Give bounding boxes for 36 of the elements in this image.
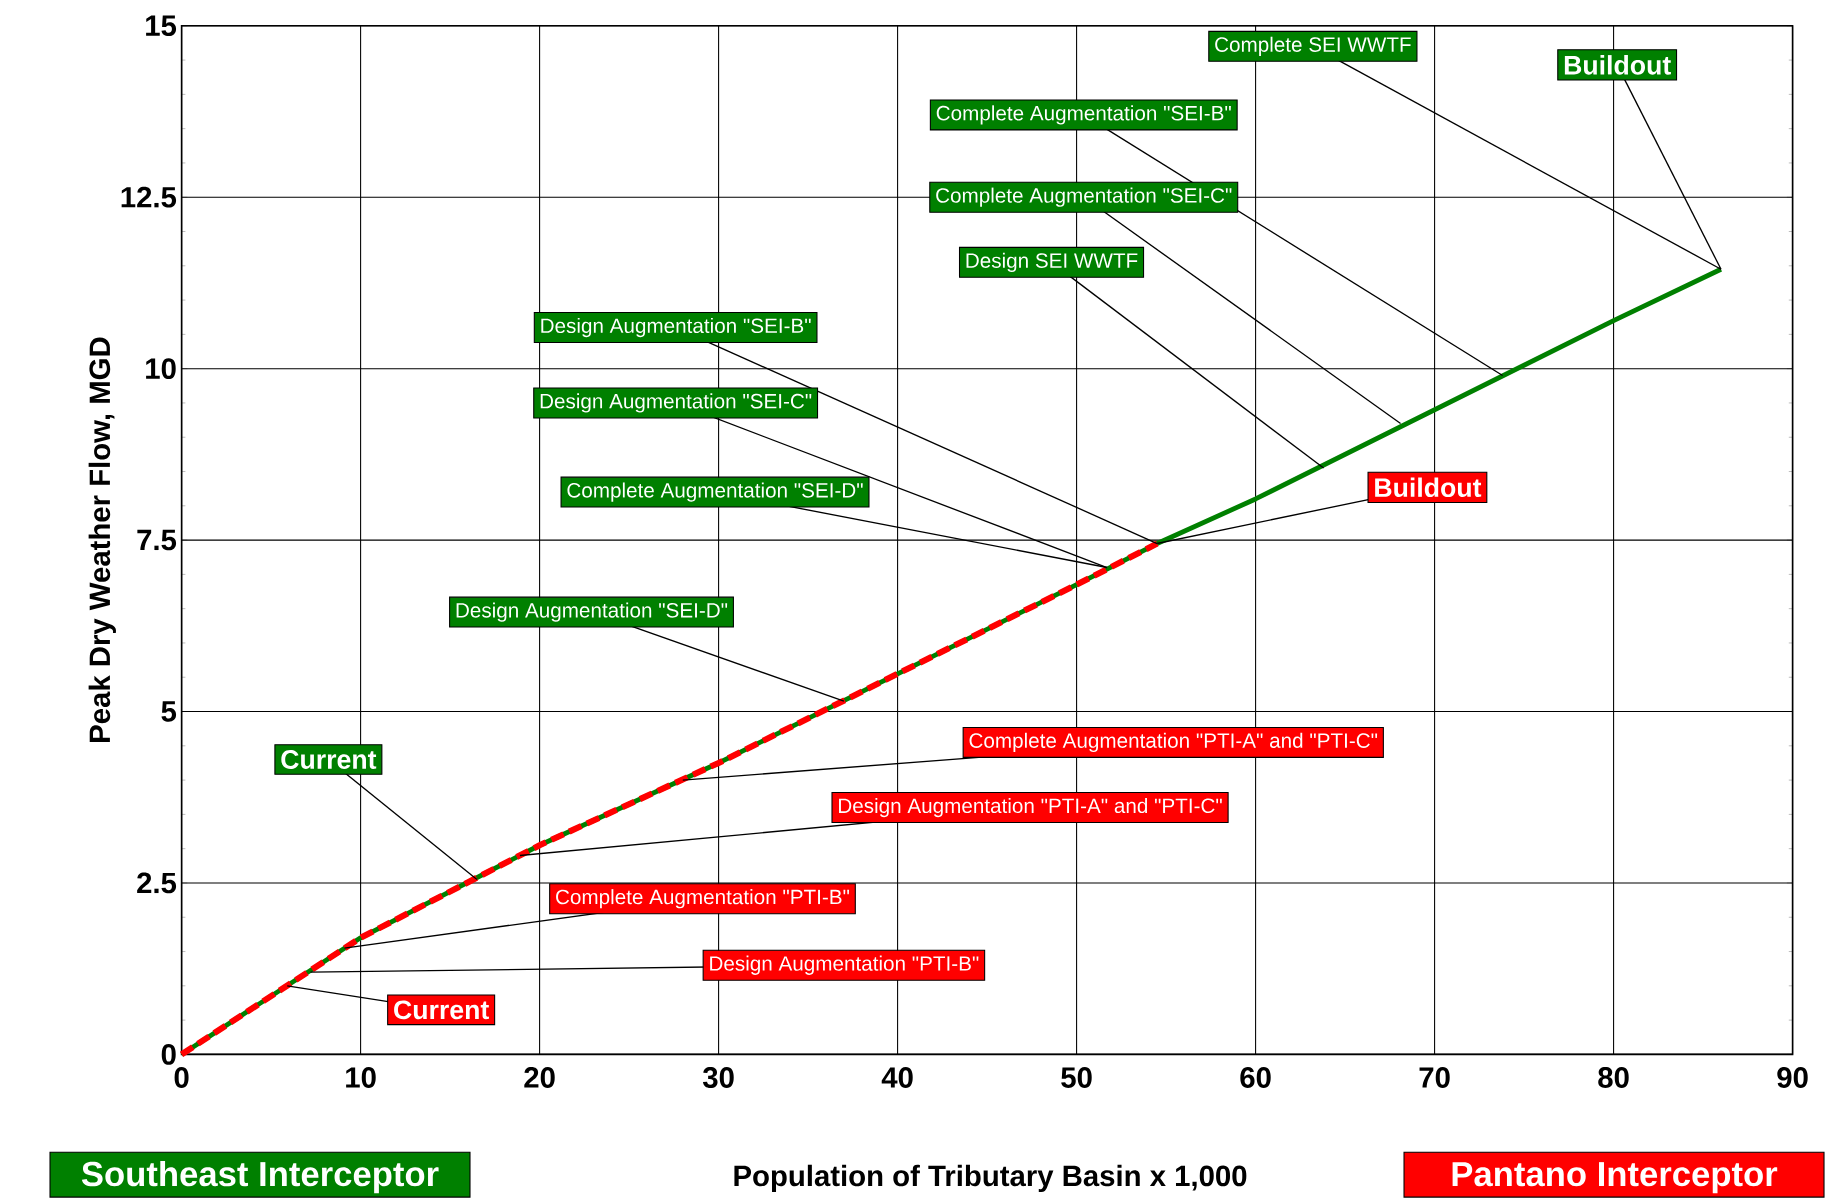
- y-tick-label: 2.5: [137, 872, 177, 894]
- annotation: Design Augmentation "PTI-A" and "PTI-C": [839, 797, 1222, 818]
- annotation: Complete Augmentation "SEI-D": [567, 482, 863, 502]
- annotation: Design Augmentation "SEI-D": [456, 602, 728, 622]
- text: Pantano Interceptor: [1452, 1162, 1778, 1194]
- annotation: Buildout: [1375, 477, 1482, 498]
- annotation: Current: [281, 750, 377, 769]
- y-tick-label: 7.5: [137, 529, 177, 551]
- annotation: Current: [394, 1000, 489, 1020]
- y-tick-label: 12.5: [121, 186, 177, 208]
- x-tick-label: 60: [1240, 1067, 1271, 1088]
- annotation: Buildout: [1564, 55, 1671, 75]
- annotation: Complete Augmentation "SEI-C": [936, 187, 1232, 207]
- text: Southeast Interceptor: [81, 1160, 439, 1194]
- annotation: Design Augmentation "PTI-B": [710, 955, 979, 975]
- annotation: Design SEI WWTF: [966, 252, 1138, 272]
- y-tick-label: 0: [161, 1044, 176, 1065]
- annotation: Complete Augmentation "PTI-B": [556, 889, 850, 909]
- y-tick-label: 10: [146, 358, 176, 380]
- x-tick-label: 90: [1777, 1067, 1808, 1088]
- annotation: Design Augmentation "SEI-B": [541, 317, 811, 338]
- x-tick-label: 70: [1419, 1067, 1450, 1088]
- annotation: Complete SEI WWTF: [1215, 36, 1411, 56]
- x-tick-label: 30: [702, 1067, 734, 1088]
- y-tick-label: 15: [146, 15, 177, 37]
- x-tick-label: 40: [881, 1067, 913, 1088]
- x-tick-label: 10: [346, 1067, 376, 1088]
- x-tick-label: 80: [1598, 1067, 1629, 1088]
- y-tick-label: 5: [161, 701, 177, 722]
- y-axis-title: Peak Dry Weather Flow, MGD: [88, 337, 116, 742]
- annotation: Complete Augmentation "PTI-A" and "PTI-C": [969, 732, 1378, 753]
- x-tick-label: 50: [1061, 1067, 1092, 1088]
- annotation: Complete Augmentation "SEI-B": [936, 105, 1231, 125]
- x-tick-label: 20: [524, 1067, 555, 1088]
- x-axis-title: Population of Tributary Basin x 1,000: [734, 1164, 1247, 1193]
- annotation: Design Augmentation "SEI-C": [540, 393, 812, 413]
